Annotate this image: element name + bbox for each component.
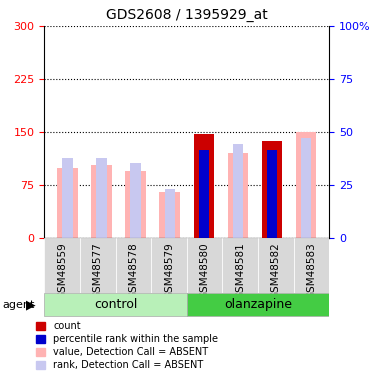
Bar (44, 293, 187, 316)
Text: GSM48582: GSM48582 (271, 243, 281, 299)
Bar (301, 138, 311, 238)
Bar (91, 165, 112, 238)
Text: GSM48581: GSM48581 (235, 243, 245, 299)
Bar (262, 141, 282, 238)
Text: control: control (94, 298, 137, 311)
Bar (116, 238, 151, 292)
Bar (296, 132, 316, 238)
Bar (267, 150, 277, 238)
Bar (126, 171, 146, 238)
Bar (80, 238, 116, 292)
Text: GSM48580: GSM48580 (199, 243, 209, 299)
Bar (258, 238, 293, 292)
Bar (293, 238, 329, 292)
Bar (131, 162, 141, 238)
Bar (194, 134, 214, 238)
Text: GSM48583: GSM48583 (306, 243, 316, 299)
Text: olanzapine: olanzapine (224, 298, 292, 311)
Bar (159, 192, 180, 238)
Bar (62, 158, 72, 238)
Bar (187, 293, 329, 316)
Text: GSM48559: GSM48559 (57, 243, 67, 299)
Text: GSM48577: GSM48577 (93, 243, 103, 299)
Bar (57, 168, 78, 238)
Bar (233, 144, 243, 238)
Text: ▶: ▶ (26, 298, 36, 311)
Text: agent: agent (2, 300, 34, 309)
Bar (151, 238, 187, 292)
Title: GDS2608 / 1395929_at: GDS2608 / 1395929_at (106, 9, 268, 22)
Bar (164, 189, 175, 238)
Bar (96, 158, 107, 238)
Bar (199, 150, 209, 238)
Bar (228, 153, 248, 238)
Text: GSM48579: GSM48579 (164, 243, 174, 299)
Bar (187, 238, 223, 292)
Bar (44, 238, 80, 292)
Text: GSM48578: GSM48578 (128, 243, 138, 299)
Bar (223, 238, 258, 292)
Legend: count, percentile rank within the sample, value, Detection Call = ABSENT, rank, : count, percentile rank within the sample… (36, 321, 218, 370)
